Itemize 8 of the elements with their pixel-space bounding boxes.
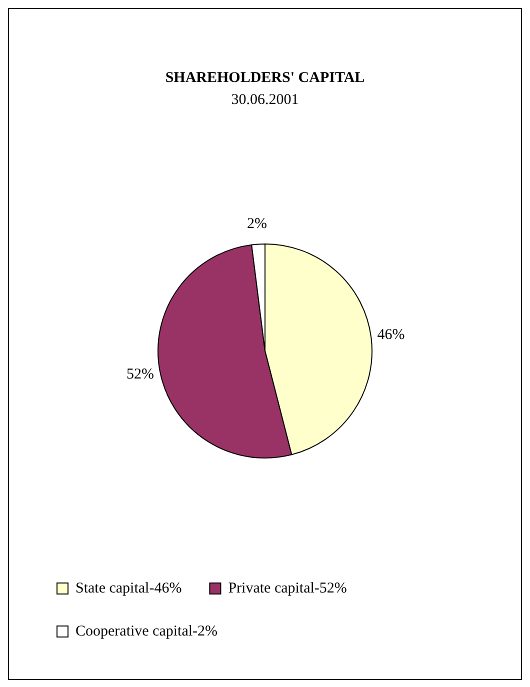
chart-title: SHAREHOLDERS' CAPITAL (165, 70, 365, 86)
legend-label: State capital-46% (76, 580, 182, 596)
legend-label: Private capital-52% (228, 580, 347, 596)
data-label: 46% (377, 327, 405, 344)
data-label: 52% (126, 366, 154, 383)
legend-label: Cooperative capital-2% (76, 623, 218, 640)
chart-subtitle: 30.06.2001 (231, 92, 299, 108)
data-label: 2% (247, 216, 268, 232)
